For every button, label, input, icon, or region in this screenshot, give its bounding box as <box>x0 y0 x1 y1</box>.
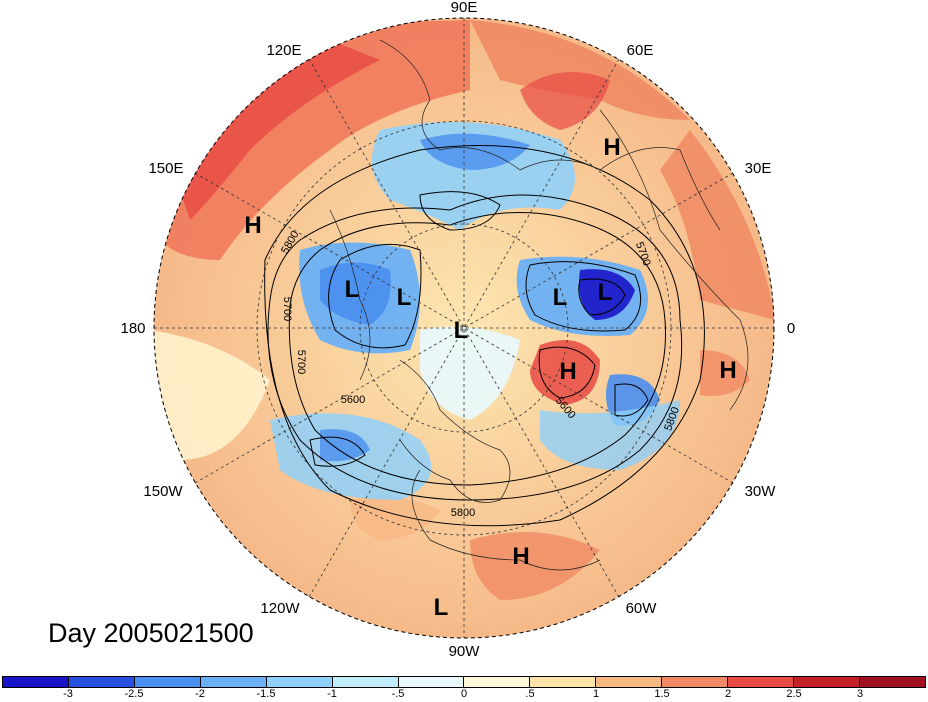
colorbar-swatch <box>68 677 135 687</box>
colorbar-tick-label: -2 <box>195 688 205 700</box>
contour-label: 5700 <box>295 350 307 374</box>
pressure-system-label: L <box>345 276 360 303</box>
pressure-system-label: H <box>603 134 620 161</box>
pressure-system-label: H <box>244 212 261 239</box>
colorbar-swatch <box>398 677 465 687</box>
colorbar-tick-label: 1 <box>592 688 600 700</box>
lon-label-90e: 90E <box>451 0 478 16</box>
colorbar-swatch <box>332 677 399 687</box>
lon-label-0: 0 <box>787 320 795 337</box>
lon-label-120w: 120W <box>260 600 300 617</box>
colorbar-tick-label: -.5 <box>391 688 405 700</box>
lon-label-30w: 30W <box>745 483 777 500</box>
lon-label-30e: 30E <box>745 160 772 177</box>
pressure-system-label: H <box>512 543 529 570</box>
lon-label-120e: 120E <box>266 42 301 59</box>
lon-label-60e: 60E <box>627 42 654 59</box>
pressure-system-label: L <box>598 279 613 306</box>
lon-label-180: 180 <box>120 320 145 337</box>
map-title: Day 2005021500 <box>48 618 254 648</box>
pressure-system-label: L <box>454 317 469 344</box>
geopotential-contours <box>264 145 705 527</box>
colorbar-swatch <box>859 677 925 687</box>
colorbar-swatch <box>266 677 333 687</box>
colorbar-tick-label: 3 <box>856 688 864 700</box>
colorbar-swatch <box>728 677 795 687</box>
colorbar-tick-label: -1 <box>327 688 337 700</box>
colorbar-swatch <box>200 677 267 687</box>
colorbar <box>2 676 926 688</box>
lon-label-150e: 150E <box>148 160 183 177</box>
colorbar-tick-label: .5 <box>525 688 535 700</box>
pressure-system-label: H <box>559 358 576 385</box>
contour-label: 5800 <box>451 507 475 519</box>
colorbar-swatch <box>464 677 531 687</box>
pressure-system-label: H <box>719 357 736 384</box>
map-boundary <box>153 17 775 639</box>
longitude-labels: 90E 120E 60E 150E 30E 180 0 150W 30W 120… <box>120 0 795 660</box>
colorbar-tick-label: -3 <box>63 688 73 700</box>
colorbar-tick-label: 0 <box>460 688 468 700</box>
pressure-system-label: L <box>397 284 412 311</box>
colorbar-swatch <box>662 677 729 687</box>
pressure-system-labels: H H L L L L L H H H L <box>244 134 736 621</box>
contour-label: 5700 <box>281 297 293 321</box>
pressure-system-label: L <box>553 284 568 311</box>
colorbar-swatch <box>134 677 201 687</box>
colorbar-swatch <box>794 677 860 687</box>
colorbar-tick-label: 1.5 <box>654 688 670 700</box>
lon-label-60w: 60W <box>626 600 658 617</box>
colorbar-swatch <box>596 677 663 687</box>
colorbar-ticks: -3 -2.5 -2 -1.5 -1 -.5 0 .5 1 1.5 2 2.5 3 <box>2 688 926 702</box>
colorbar-tick-label: 2.5 <box>786 688 802 700</box>
pressure-system-label: L <box>434 594 449 621</box>
lat-lon-graticule <box>154 18 774 638</box>
colorbar-swatch <box>3 677 69 687</box>
colorbar-swatch <box>530 677 597 687</box>
contour-label: 5600 <box>341 394 365 406</box>
colorbar-tick-label: -2.5 <box>124 688 144 700</box>
lon-label-90w: 90W <box>449 643 481 660</box>
colorbar-tick-label: -1.5 <box>256 688 276 700</box>
colorbar-tick-label: 2 <box>724 688 732 700</box>
lon-label-150w: 150W <box>143 483 183 500</box>
coastlines <box>329 39 749 571</box>
